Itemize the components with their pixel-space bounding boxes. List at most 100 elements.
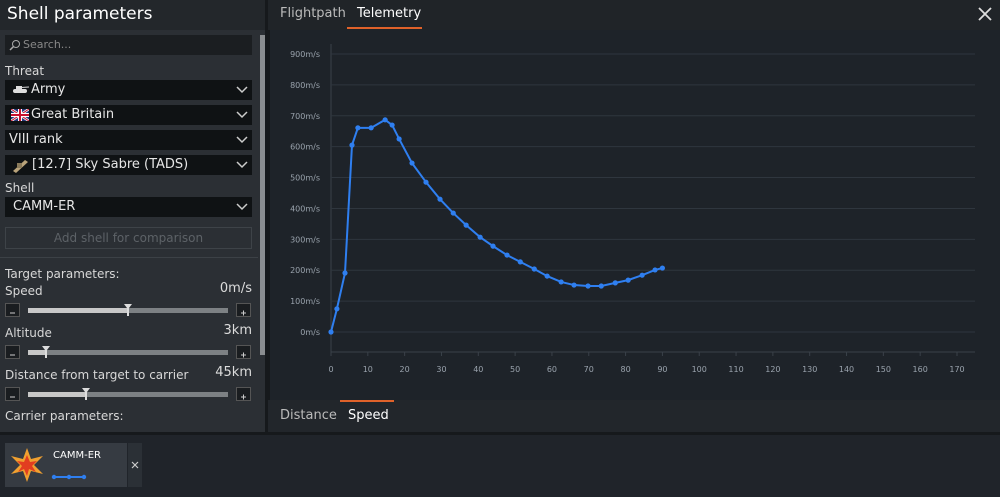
section-label: Target parameters: xyxy=(5,267,120,281)
tab-underline xyxy=(340,400,394,402)
data-point xyxy=(544,273,550,279)
x-tick-label: 170 xyxy=(949,365,964,374)
x-tick-label: 0 xyxy=(328,365,333,374)
threat-label: Threat xyxy=(5,64,45,78)
select[interactable]: [12.7] Sky Sabre (TADS) xyxy=(5,155,252,175)
data-point xyxy=(612,280,618,286)
plus-button[interactable] xyxy=(236,345,251,359)
x-tick-label: 80 xyxy=(620,365,630,374)
minus-button[interactable] xyxy=(5,345,20,359)
x-tick-label: 10 xyxy=(363,365,373,374)
left-panel: Shell parameters Search... Threat Army G… xyxy=(0,0,265,432)
tank-icon xyxy=(13,86,29,93)
slider-thumb[interactable] xyxy=(42,343,50,362)
slider-track[interactable] xyxy=(28,350,228,355)
close-icon[interactable] xyxy=(978,7,992,21)
y-tick-label: 900m/s xyxy=(290,50,320,59)
select[interactable]: VIII rank xyxy=(5,130,252,150)
thumb-icon xyxy=(82,388,90,400)
data-point xyxy=(490,243,496,249)
x-tick-label: 20 xyxy=(400,365,410,374)
data-point xyxy=(382,117,388,123)
data-point xyxy=(504,252,510,258)
minus-button[interactable] xyxy=(5,303,20,317)
tab[interactable]: Telemetry xyxy=(357,6,422,21)
select-text: Army xyxy=(31,82,66,97)
minus-icon xyxy=(10,354,15,356)
shell-card[interactable]: CAMM-ER xyxy=(5,443,127,487)
data-point xyxy=(625,277,631,283)
thumb-icon xyxy=(42,346,50,358)
bottom-bar: CAMM-ER xyxy=(0,435,1000,497)
data-point xyxy=(571,282,577,288)
data-point xyxy=(531,266,537,272)
scrollbar[interactable] xyxy=(260,35,265,355)
plus-button[interactable] xyxy=(236,387,251,401)
x-tick-label: 160 xyxy=(913,365,928,374)
x-tick-label: 100 xyxy=(692,365,707,374)
data-point xyxy=(423,179,429,185)
data-point xyxy=(396,136,402,142)
y-tick-label: 700m/s xyxy=(290,112,320,121)
tab-bar: Flightpath Telemetry xyxy=(268,0,1000,30)
data-point xyxy=(328,329,334,335)
data-line xyxy=(330,118,663,333)
chevron xyxy=(236,136,248,144)
minus-icon xyxy=(10,312,15,314)
data-point xyxy=(450,210,456,216)
data-point xyxy=(463,222,469,228)
tab[interactable]: Flightpath xyxy=(280,6,346,21)
bottom-tab-bar: Distance Speed xyxy=(268,400,1000,432)
x-tick-label: 70 xyxy=(584,365,594,374)
x-tick-label: 90 xyxy=(657,365,667,374)
chevron xyxy=(236,161,248,169)
slider-value: 0m/s xyxy=(219,281,252,296)
minus-button[interactable] xyxy=(5,387,20,401)
x-tick-label: 30 xyxy=(436,365,446,374)
y-tick-label: 800m/s xyxy=(290,81,320,90)
data-point xyxy=(409,160,415,166)
select[interactable]: Great Britain xyxy=(5,105,252,125)
y-tick-label: 200m/s xyxy=(290,266,320,275)
minus-icon xyxy=(10,396,15,398)
y-tick-label: 100m/s xyxy=(290,297,320,306)
x-tick-label: 120 xyxy=(765,365,780,374)
plus-button[interactable] xyxy=(236,303,251,317)
flag-icon xyxy=(11,109,29,121)
data-point xyxy=(389,122,395,128)
data-point xyxy=(598,283,604,289)
slider-fill xyxy=(28,308,128,313)
slider-thumb[interactable] xyxy=(82,385,90,404)
panel-header xyxy=(0,0,265,30)
search-box[interactable]: Search... xyxy=(5,35,252,55)
tab[interactable]: Distance xyxy=(280,408,337,423)
line-legend-icon xyxy=(51,474,87,480)
data-point xyxy=(558,279,564,285)
separator xyxy=(0,257,258,258)
slider-label: Distance from target to carrier xyxy=(5,368,189,382)
compare-button[interactable]: Add shell for comparison xyxy=(5,227,252,249)
slider-thumb[interactable] xyxy=(124,301,132,320)
y-tick-label: 500m/s xyxy=(290,174,320,183)
tab[interactable]: Speed xyxy=(348,408,389,423)
search-icon xyxy=(9,40,20,51)
data-point xyxy=(517,259,523,265)
shell-card-name: CAMM-ER xyxy=(53,450,101,461)
select-text: VIII rank xyxy=(9,132,63,147)
slider-track[interactable] xyxy=(28,392,228,397)
slider-fill xyxy=(28,392,86,397)
shell-icon xyxy=(11,448,43,482)
select[interactable]: Army xyxy=(5,80,252,100)
x-tick-label: 110 xyxy=(728,365,743,374)
select-text: CAMM-ER xyxy=(13,199,76,214)
remove-button[interactable] xyxy=(128,443,142,487)
slider-fill xyxy=(28,350,46,355)
panel-title: Shell parameters xyxy=(7,4,153,24)
y-tick-label: 600m/s xyxy=(290,143,320,152)
select[interactable]: CAMM-ER xyxy=(5,197,252,217)
search-placeholder: Search... xyxy=(23,38,72,51)
data-point xyxy=(334,306,340,312)
data-point xyxy=(355,125,361,131)
chevron xyxy=(236,111,248,119)
